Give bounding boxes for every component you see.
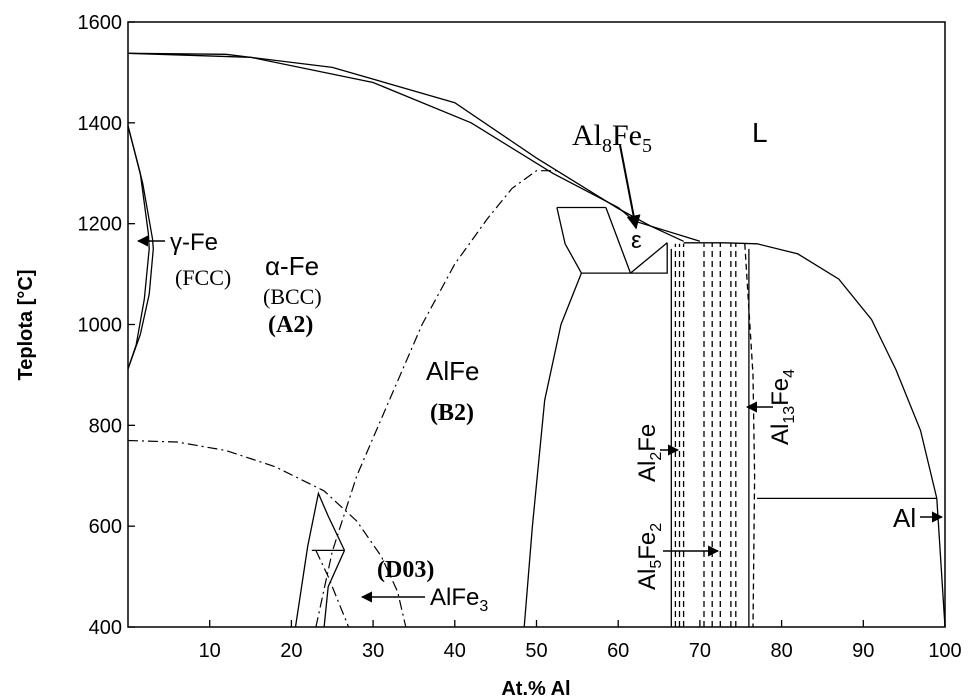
x-tick-label: 10 bbox=[199, 640, 221, 662]
phase-boundaries bbox=[127, 52, 946, 628]
phase-boundary-12 bbox=[294, 491, 346, 628]
al2fe-label: Al2Fe bbox=[634, 424, 665, 482]
y-tick-label: 800 bbox=[89, 415, 122, 437]
liquid-label: L bbox=[752, 117, 768, 148]
y-axis-title: Teplota [°C] bbox=[15, 270, 37, 381]
x-tick-label: 80 bbox=[770, 640, 792, 662]
x-tick-label: 90 bbox=[852, 640, 874, 662]
x-tick-label: 60 bbox=[607, 640, 629, 662]
a2-label: (A2) bbox=[268, 312, 313, 338]
phase-boundary-13 bbox=[323, 550, 346, 628]
y-tick-label: 400 bbox=[89, 617, 122, 639]
epsilon-label: ε bbox=[631, 227, 642, 254]
phase-boundary-4 bbox=[127, 125, 150, 370]
phase-boundary-19 bbox=[315, 170, 561, 628]
phase-boundary-7 bbox=[556, 207, 582, 274]
x-tick-label: 100 bbox=[928, 640, 961, 662]
y-tick-label: 1600 bbox=[78, 12, 123, 34]
fcc-label: (FCC) bbox=[175, 265, 231, 290]
d03-label: (D03) bbox=[377, 557, 434, 583]
x-tick-label: 40 bbox=[444, 640, 466, 662]
phase-boundary-20 bbox=[127, 439, 407, 628]
phase-boundary-3 bbox=[683, 242, 938, 499]
phase-boundary-10 bbox=[630, 242, 668, 274]
phase-boundary-30 bbox=[744, 243, 756, 628]
phase-boundary-5 bbox=[127, 125, 154, 370]
axis-ticks: 10 20 30 40 50 60 70 80 90 100 400 600 800 1000 1200 14… bbox=[78, 12, 962, 662]
al13fe4-label: Al13Fe4 bbox=[767, 369, 798, 445]
bcc-label: (BCC) bbox=[263, 284, 322, 309]
al5fe2-label: Al5Fe2 bbox=[634, 523, 665, 590]
al-label: Al bbox=[893, 503, 916, 533]
y-tick-label: 1400 bbox=[78, 113, 123, 135]
al8fe5-arrow bbox=[619, 144, 641, 230]
alpha-fe-label: α-Fe bbox=[265, 251, 319, 281]
b2-label: (B2) bbox=[430, 400, 474, 426]
phase-boundary-21 bbox=[315, 550, 350, 628]
phase-boundary-11 bbox=[523, 272, 583, 628]
y-tick-label: 600 bbox=[89, 516, 122, 538]
alfe-label: AlFe bbox=[426, 356, 479, 386]
alfe3-label: AlFe3 bbox=[430, 584, 488, 615]
x-tick-label: 50 bbox=[525, 640, 547, 662]
phase-boundary-9 bbox=[581, 242, 668, 274]
x-tick-label: 20 bbox=[280, 640, 302, 662]
gamma-fe-label: γ-Fe bbox=[170, 229, 218, 256]
x-axis-title: At.% Al bbox=[501, 678, 570, 699]
al8fe5-label: Al8Fe5 bbox=[572, 119, 652, 157]
y-tick-label: 1000 bbox=[78, 315, 123, 337]
phase-boundary-8 bbox=[605, 207, 632, 274]
plot-frame bbox=[127, 21, 946, 628]
x-tick-label: 30 bbox=[362, 640, 384, 662]
x-tick-label: 70 bbox=[689, 640, 711, 662]
y-tick-label: 1200 bbox=[78, 214, 123, 236]
